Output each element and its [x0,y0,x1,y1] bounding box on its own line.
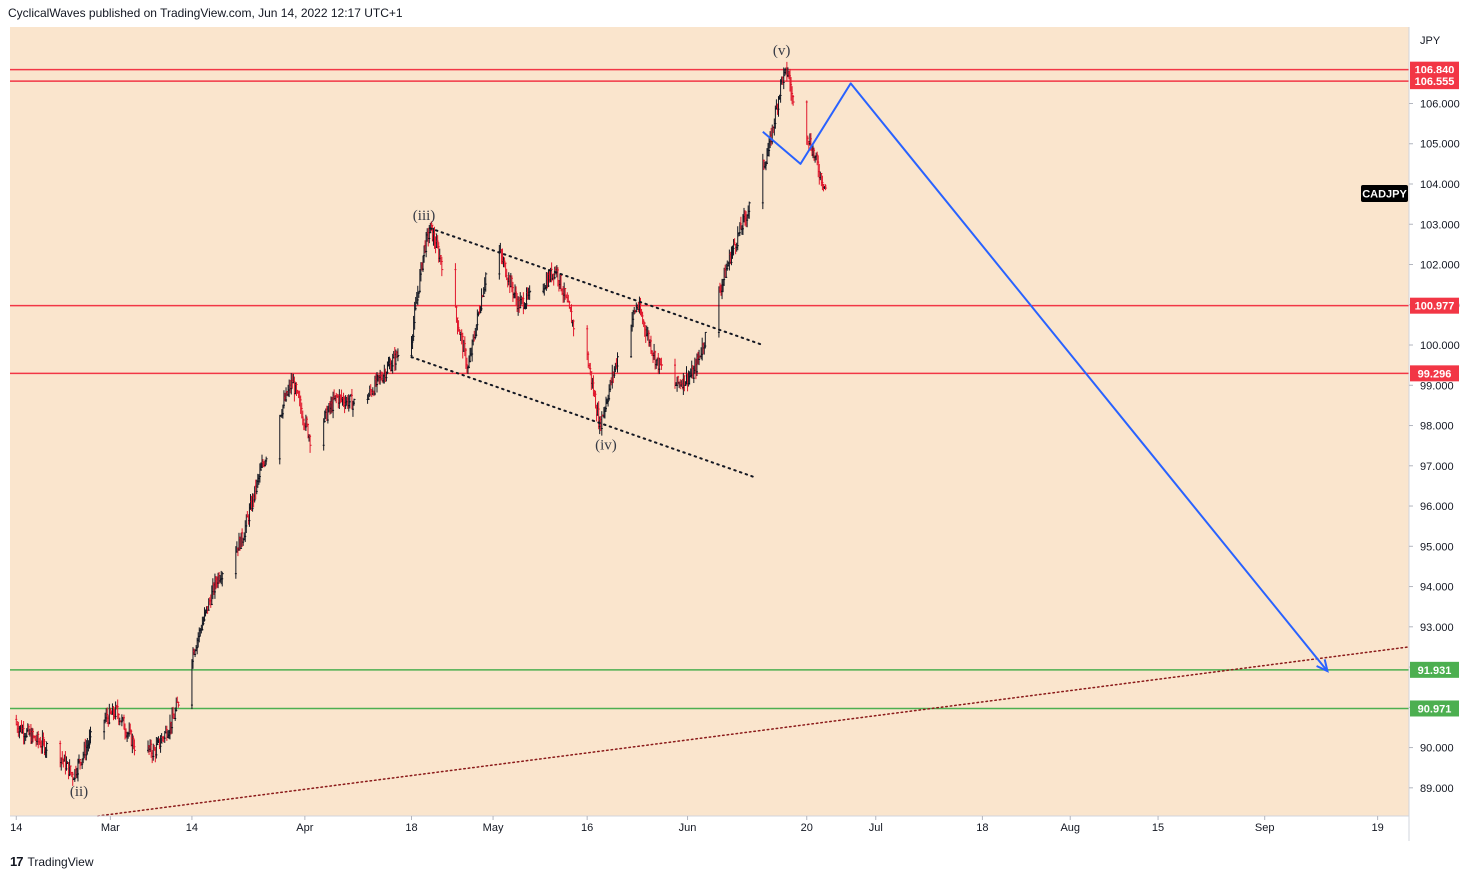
price-tick-label: 93.000 [1420,622,1454,634]
wave-label: (ii) [70,784,88,800]
currency-label: JPY [1420,35,1441,47]
time-tick-label: 18 [976,822,988,834]
level-tag-label: 90.971 [1418,703,1452,715]
time-tick-label: Mar [101,822,120,834]
horizontal-levels [10,68,1409,710]
level-tag-bg [1410,73,1459,90]
channel-lower-line [410,356,758,479]
time-tick-label: 15 [1152,822,1164,834]
channel-upper-line [429,227,764,346]
price-tick-label: 103.000 [1420,219,1460,231]
wave-label: (iii) [413,208,436,224]
price-tick-label: 95.000 [1420,541,1454,553]
time-tick-label: Sep [1255,822,1275,834]
price-tick-label: 102.000 [1420,260,1460,272]
time-tick-label: 16 [581,822,593,834]
price-tick-label: 89.000 [1420,783,1454,795]
time-tick-label: 19 [1372,822,1384,834]
wave-label: (v) [773,43,791,59]
price-tick-label: 90.000 [1420,743,1454,755]
time-tick-label: Apr [296,822,313,834]
price-tick-label: 97.000 [1420,461,1454,473]
wave-label: (iv) [595,438,617,454]
time-tick-label: 14 [10,822,22,834]
time-tick-label: Aug [1060,822,1080,834]
price-tick-label: 100.000 [1420,340,1460,352]
brand-name: TradingView [27,854,94,869]
level-tag-label: 99.296 [1418,368,1452,380]
time-tick-label: Jul [869,822,883,834]
time-axis[interactable]: 14 Mar 14 Apr 18 May 16 Jun 20 Jul 18 Aug 15 Sep 19 [10,816,1384,834]
time-tick-label: May [483,822,504,834]
price-tick-label: 99.000 [1420,380,1454,392]
time-tick-label: Jun [679,822,697,834]
projection-arrow-icon [1316,659,1329,673]
svg-text:CADJPY: CADJPY [1362,189,1407,201]
wave-labels: (ii) (iii) (iv) (v) [70,43,791,800]
time-tick-label: 14 [186,822,198,834]
level-tag-bg [1410,297,1459,314]
price-tick-label: 106.000 [1420,98,1460,110]
level-tag-label: 100.977 [1415,301,1455,313]
long-trendline [97,646,1410,817]
time-tick-label: 20 [801,822,813,834]
level-tag-bg [1410,661,1459,678]
level-tag-bg [1410,365,1459,382]
price-tick-label: 98.000 [1420,421,1454,433]
candles [15,61,828,786]
price-tick-label: 96.000 [1420,501,1454,513]
trendlines [97,82,1410,817]
time-tick-label: 18 [405,822,417,834]
tradingview-footer: 17 TradingView [10,854,94,869]
price-axis[interactable]: 89.00090.00091.00092.00093.00094.00095.0… [1409,98,1460,795]
publish-info: CyclicalWaves published on TradingView.c… [8,6,403,20]
tradingview-logo-icon: 17 [10,854,24,869]
price-tick-label: 104.000 [1420,179,1460,191]
level-tag-label: 91.931 [1418,665,1452,677]
level-tag-label: 106.555 [1415,76,1455,88]
level-tag-bg [1410,700,1459,717]
price-tick-label: 94.000 [1420,582,1454,594]
symbol-tag: CADJPY [1361,185,1408,202]
price-tick-label: 105.000 [1420,139,1460,151]
plot-background [10,27,1409,816]
projection-path [762,82,1329,672]
